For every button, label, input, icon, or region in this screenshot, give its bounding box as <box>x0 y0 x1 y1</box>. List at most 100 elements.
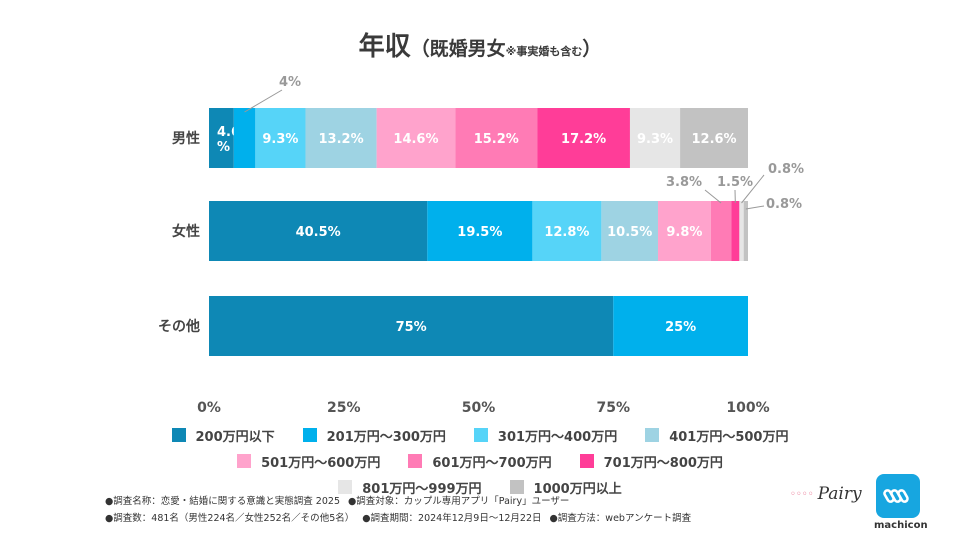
bar-segment <box>613 296 748 356</box>
data-label: 75% <box>396 320 427 335</box>
bar-segment <box>537 108 630 168</box>
bar-segment <box>629 108 681 168</box>
footnote-survey-name: ●調査名称：恋愛・結婚に関する意識と実態調査 2025 <box>105 496 340 507</box>
machicon-logo-text: machicon <box>874 520 928 531</box>
axis-tick-label: 0% <box>197 400 221 416</box>
category-label: その他 <box>158 318 200 335</box>
bar-segment <box>710 201 732 261</box>
title-main: 年収 <box>358 32 411 62</box>
legend-label: 201万円～300万円 <box>326 429 446 445</box>
legend-item: 601万円～700万円 <box>408 452 552 471</box>
legend-swatch <box>645 428 660 442</box>
axis-tick-label: 75% <box>596 400 630 416</box>
bar-segment <box>455 108 538 168</box>
data-label: 17.2% <box>561 132 606 147</box>
legend-swatch <box>579 454 594 468</box>
machicon-icon <box>876 474 920 518</box>
data-label: 12.8% <box>544 225 589 240</box>
leader-line <box>704 189 722 204</box>
legend-item: 301万円～400万円 <box>473 426 618 445</box>
bar-segment <box>209 201 428 261</box>
data-label: 10.5% <box>607 225 652 240</box>
footnote-period: ●調査期間：2024年12月9日～12月22日 <box>362 513 542 524</box>
data-label-external: 4% <box>279 75 301 90</box>
legend-swatch <box>237 454 252 468</box>
data-label: 14.6% <box>393 132 438 147</box>
legend-item: 201万円～300万円 <box>302 426 446 445</box>
data-label: 9.3% <box>262 132 298 147</box>
pairy-logo-text: Pairy <box>817 484 862 504</box>
axis-tick-label: 50% <box>462 400 496 416</box>
title-note: ※事実婚も含む <box>505 45 583 58</box>
legend-label: 501万円～600万円 <box>261 455 381 471</box>
title-paren: （既婚男女 <box>410 38 506 60</box>
data-label-external: 1.5% <box>717 175 753 190</box>
data-label: 15.2% <box>474 132 519 147</box>
legend-label: 801万円～999万円 <box>362 481 482 497</box>
legend-swatch <box>408 454 423 468</box>
bar-segment <box>255 108 306 168</box>
bar-segment <box>233 108 256 168</box>
category-label: 男性 <box>172 130 200 147</box>
survey-footnotes: ●調査名称：恋愛・結婚に関する意識と実態調査 2025 ●調査対象：カップル専用ア… <box>105 493 699 527</box>
legend-item: 1000万円以上 <box>509 478 622 497</box>
bar-segment <box>657 201 711 261</box>
bar-segment <box>743 201 748 261</box>
leader-line <box>244 89 283 113</box>
data-label-external: 0.8% <box>768 162 804 177</box>
data-label: 9.3% <box>637 132 673 147</box>
data-label-external: 3.8% <box>666 175 702 190</box>
legend-row-1: 200万円以下 201万円～300万円 301万円～400万円 401万円～500万円 <box>40 426 920 445</box>
legend-label: 601万円～700万円 <box>432 455 552 471</box>
data-label: 19.5% <box>457 225 502 240</box>
footnote-method: ●調査方法：webアンケート調査 <box>549 513 692 524</box>
legend-item: 701万円～800万円 <box>579 452 723 471</box>
legend-label: 701万円～800万円 <box>603 455 723 471</box>
bar-segment <box>376 108 456 168</box>
chart-legend: 200万円以下 201万円～300万円 301万円～400万円 401万円～500万円… <box>40 426 920 504</box>
chart-title: 年収（既婚男女※事実婚も含む） <box>0 26 960 63</box>
legend-swatch <box>473 428 488 442</box>
title-close: ） <box>582 38 602 60</box>
axis-tick-label: 25% <box>327 400 361 416</box>
data-label: 40.5% <box>296 225 341 240</box>
bar-segment <box>209 296 614 356</box>
footnote-sample-size: ●調査数：481名（男性224名／女性252名／その他5名） <box>105 513 355 524</box>
legend-item: 200万円以下 <box>171 426 275 445</box>
footnote-row-2: ●調査数：481名（男性224名／女性252名／その他5名） ●調査期間：2024… <box>105 510 699 527</box>
pairy-heart-icon: ◦◦◦◦ <box>790 488 814 500</box>
bar-segment <box>739 201 744 261</box>
pairy-logo: ◦◦◦◦ Pairy <box>790 484 862 504</box>
bar-segment <box>680 108 748 168</box>
machicon-logo: machicon <box>874 474 928 531</box>
legend-label: 200万円以下 <box>195 429 275 445</box>
legend-swatch <box>509 480 524 494</box>
bar-segment <box>305 108 377 168</box>
data-label: 13.2% <box>319 132 364 147</box>
legend-item: 501万円～600万円 <box>237 452 381 471</box>
leader-line <box>741 174 765 204</box>
data-label: 25% <box>665 320 696 335</box>
footnote-row-1: ●調査名称：恋愛・結婚に関する意識と実態調査 2025 ●調査対象：カップル専用ア… <box>105 493 699 510</box>
leader-line <box>745 205 765 210</box>
bar-segment <box>209 108 234 168</box>
bar-segment <box>601 201 658 261</box>
legend-swatch <box>171 428 186 442</box>
legend-swatch <box>338 480 353 494</box>
data-label: 9.8% <box>666 225 702 240</box>
legend-item: 801万円～999万円 <box>338 478 482 497</box>
data-label: 12.6% <box>691 132 736 147</box>
data-label-external: 0.8% <box>766 197 802 212</box>
legend-label: 401万円～500万円 <box>669 429 789 445</box>
footnote-survey-target: ●調査対象：カップル専用アプリ「Pairy」ユーザー <box>348 496 570 507</box>
legend-swatch <box>302 428 317 442</box>
bar-segment <box>532 201 602 261</box>
axis-tick-label: 100% <box>726 400 769 416</box>
category-label: 女性 <box>172 223 200 240</box>
legend-label: 301万円～400万円 <box>497 429 618 445</box>
legend-item: 401万円～500万円 <box>645 426 789 445</box>
legend-label: 1000万円以上 <box>533 481 622 497</box>
bar-segment <box>427 201 533 261</box>
legend-row-2: 501万円～600万円 601万円～700万円 701万円～800万円 <box>40 452 920 471</box>
